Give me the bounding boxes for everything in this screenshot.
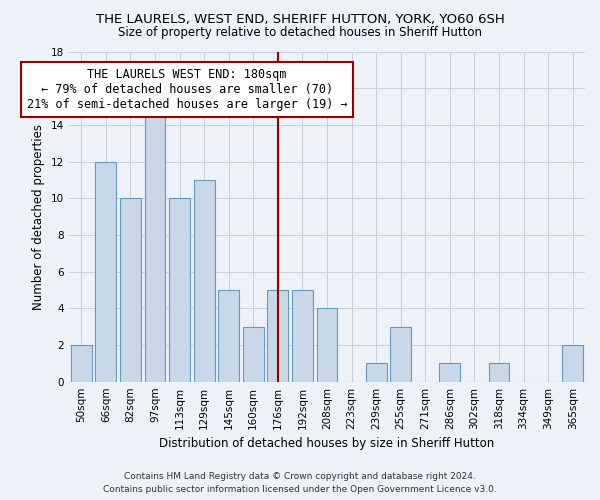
Bar xyxy=(120,198,141,382)
Bar xyxy=(488,364,509,382)
Bar xyxy=(243,326,264,382)
Bar xyxy=(145,106,166,382)
Bar xyxy=(439,364,460,382)
Bar xyxy=(194,180,215,382)
Bar xyxy=(169,198,190,382)
Y-axis label: Number of detached properties: Number of detached properties xyxy=(32,124,46,310)
Bar xyxy=(218,290,239,382)
Text: Contains HM Land Registry data © Crown copyright and database right 2024.
Contai: Contains HM Land Registry data © Crown c… xyxy=(103,472,497,494)
X-axis label: Distribution of detached houses by size in Sheriff Hutton: Distribution of detached houses by size … xyxy=(160,437,494,450)
Bar xyxy=(317,308,337,382)
Bar xyxy=(366,364,386,382)
Bar xyxy=(268,290,289,382)
Text: Size of property relative to detached houses in Sheriff Hutton: Size of property relative to detached ho… xyxy=(118,26,482,39)
Bar xyxy=(95,162,116,382)
Bar xyxy=(292,290,313,382)
Bar xyxy=(562,345,583,382)
Bar xyxy=(71,345,92,382)
Text: THE LAURELS, WEST END, SHERIFF HUTTON, YORK, YO60 6SH: THE LAURELS, WEST END, SHERIFF HUTTON, Y… xyxy=(95,12,505,26)
Bar xyxy=(390,326,411,382)
Text: THE LAURELS WEST END: 180sqm
← 79% of detached houses are smaller (70)
21% of se: THE LAURELS WEST END: 180sqm ← 79% of de… xyxy=(26,68,347,111)
